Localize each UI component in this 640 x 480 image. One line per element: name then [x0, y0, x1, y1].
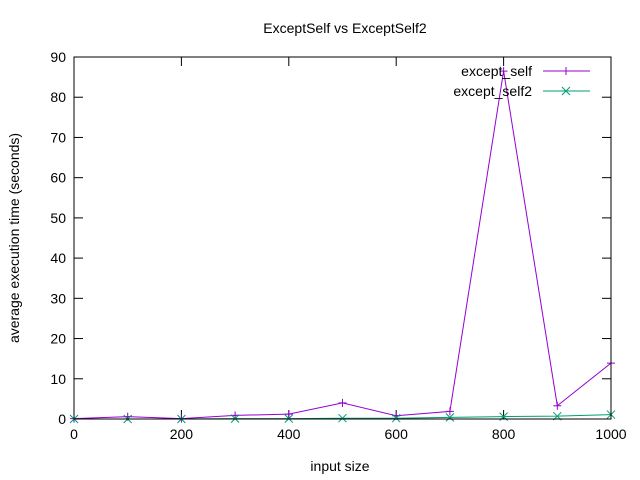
legend-marker [562, 67, 570, 75]
legend-label: except_self [461, 63, 532, 79]
y-tick-label: 60 [50, 170, 66, 186]
x-axis-ticks: 0 200 400 600 800 1000 [70, 57, 627, 442]
x-axis-label: input size [310, 458, 369, 474]
y-axis-ticks: 0 10 20 30 40 50 60 70 80 90 [50, 49, 611, 427]
legend-label: except_self2 [453, 83, 532, 99]
legend-marker [561, 86, 571, 96]
data-point [499, 67, 508, 76]
data-point [445, 413, 455, 422]
y-tick-label: 80 [50, 89, 66, 105]
series-line [73, 70, 612, 420]
y-tick-label: 30 [50, 290, 66, 306]
plot-frame [73, 56, 612, 420]
x-tick-label: 0 [70, 426, 78, 442]
series-except-self [70, 67, 615, 423]
y-tick-label: 10 [50, 371, 66, 387]
x-tick-label: 200 [170, 426, 194, 442]
data-point [284, 410, 293, 419]
x-tick-label: 1000 [595, 426, 626, 442]
series-except-self2 [69, 410, 616, 424]
data-point [338, 398, 347, 407]
y-axis-label: average execution time (seconds) [6, 133, 22, 343]
data-point [338, 413, 347, 423]
y-tick-label: 90 [50, 49, 66, 65]
y-tick-label: 50 [50, 210, 66, 226]
data-point [445, 407, 454, 416]
data-point [553, 401, 562, 410]
x-tick-label: 800 [492, 426, 516, 442]
x-tick-label: 400 [277, 426, 301, 442]
y-tick-label: 40 [50, 250, 66, 266]
series-layer [69, 67, 616, 424]
data-point [391, 413, 401, 423]
chart-title: ExceptSelf vs ExceptSelf2 [263, 20, 427, 36]
x-tick-label: 600 [385, 426, 409, 442]
y-tick-label: 70 [50, 129, 66, 145]
y-tick-label: 20 [50, 331, 66, 347]
legend: except_self except_self2 [453, 63, 590, 99]
y-tick-label: 0 [58, 411, 66, 427]
